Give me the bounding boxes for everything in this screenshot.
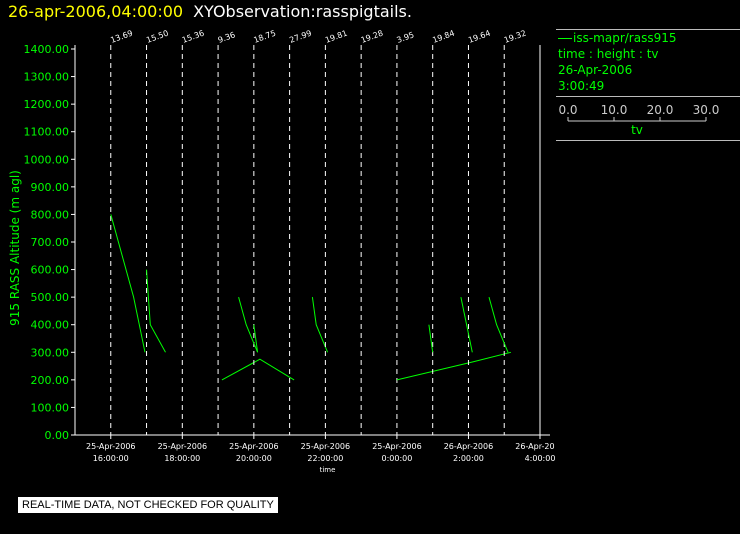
profile-tv-label: 27.99 bbox=[288, 29, 313, 45]
x-tick-date: 25-Apr-2006 bbox=[301, 442, 350, 451]
profile-line bbox=[396, 351, 512, 381]
legend-series-name: iss-mapr/rass915 bbox=[556, 30, 740, 46]
x-tick-time: 16:00:00 bbox=[93, 454, 129, 463]
profile-tv-label: 19.32 bbox=[503, 29, 528, 45]
y-tick-label: 0.00 bbox=[45, 429, 70, 442]
x-axis-label: time bbox=[320, 466, 336, 474]
quality-disclaimer: REAL-TIME DATA, NOT CHECKED FOR QUALITY bbox=[18, 497, 278, 513]
info-separator bbox=[556, 140, 740, 141]
profile-tv-label: 19.84 bbox=[431, 29, 456, 45]
y-tick-label: 1300.00 bbox=[24, 71, 70, 84]
profile-tv-label: 19.81 bbox=[324, 29, 349, 45]
x-tick-date: 25-Apr-2006 bbox=[86, 442, 135, 451]
profile-line bbox=[311, 297, 329, 353]
profile-tv-label: 9.36 bbox=[217, 30, 237, 45]
x-tick-time: 20:00:00 bbox=[236, 454, 272, 463]
profile-line bbox=[488, 296, 509, 353]
info-panel: iss-mapr/rass915 time : height : tv 26-A… bbox=[556, 29, 740, 141]
title-line: 26-apr-2006,04:00:00 XYObservation:rasspi… bbox=[8, 2, 412, 21]
profile-line bbox=[110, 214, 146, 353]
profile-line bbox=[221, 358, 295, 381]
y-tick-label: 700.00 bbox=[31, 236, 70, 249]
profile-tv-label: 19.28 bbox=[360, 29, 385, 45]
chart-plot: 0.00 100.00 200.00 300.00 400.00 500.00 600.00… bbox=[8, 29, 555, 474]
y-tick-label: 200.00 bbox=[31, 374, 70, 387]
scale-label: tv bbox=[631, 123, 643, 137]
y-tick-label: 1400.00 bbox=[24, 43, 70, 56]
x-tick-time: 22:00:00 bbox=[307, 454, 343, 463]
tv-scale: 0.0 10.0 20.0 30.0 tv bbox=[558, 103, 720, 137]
y-tick-label: 900.00 bbox=[31, 181, 70, 194]
y-tick-label: 1000.00 bbox=[24, 153, 70, 166]
x-tick-time: 2:00:00 bbox=[453, 454, 484, 463]
x-tick-time: 4:00:00 bbox=[525, 454, 555, 463]
y-tick-label: 500.00 bbox=[31, 291, 70, 304]
info-date: 26-Apr-2006 bbox=[558, 63, 633, 77]
y-tick-label: 600.00 bbox=[31, 264, 70, 277]
x-tick-time: 0:00:00 bbox=[382, 454, 413, 463]
title-text: XYObservation:rasspigtails. bbox=[193, 2, 412, 21]
x-tick-time: 18:00:00 bbox=[164, 454, 200, 463]
profile-tv-label: 15.36 bbox=[181, 29, 206, 45]
y-tick-label: 300.00 bbox=[31, 346, 70, 359]
info-time: 3:00:49 bbox=[558, 79, 605, 93]
profile-line bbox=[460, 296, 473, 353]
profile-line bbox=[428, 324, 434, 353]
info-variables: time : height : tv bbox=[558, 47, 659, 61]
profile-tv-label: 3.95 bbox=[396, 30, 416, 45]
scale-tick-label: 10.0 bbox=[601, 103, 628, 117]
y-tick-label: 1100.00 bbox=[24, 126, 70, 139]
y-axis-label: 915 RASS Altitude (m agl) bbox=[8, 170, 22, 326]
x-tick-date: 25-Apr-2006 bbox=[158, 442, 207, 451]
scale-tick-label: 0.0 bbox=[558, 103, 577, 117]
profile-tv-label: 13.69 bbox=[109, 29, 134, 45]
scale-tick-label: 30.0 bbox=[693, 103, 720, 117]
profile-line bbox=[238, 296, 259, 353]
y-tick-label: 100.00 bbox=[31, 401, 70, 414]
x-tick-date: 26-Apr-2006 bbox=[515, 442, 555, 451]
y-tick-label: 400.00 bbox=[31, 319, 70, 332]
profile-line bbox=[146, 269, 166, 353]
x-tick-date: 26-Apr-2006 bbox=[444, 442, 493, 451]
profile-tv-label: 15.50 bbox=[145, 29, 170, 45]
profile-tv-label: 18.75 bbox=[252, 29, 277, 45]
title-date: 26-apr-2006,04:00:00 bbox=[8, 2, 184, 21]
scale-tick-label: 20.0 bbox=[647, 103, 674, 117]
x-tick-date: 25-Apr-2006 bbox=[372, 442, 421, 451]
y-tick-label: 800.00 bbox=[31, 208, 70, 221]
y-tick-label: 1200.00 bbox=[24, 98, 70, 111]
profile-tv-label: 19.64 bbox=[467, 29, 492, 45]
x-tick-date: 25-Apr-2006 bbox=[229, 442, 278, 451]
info-separator bbox=[556, 96, 740, 97]
